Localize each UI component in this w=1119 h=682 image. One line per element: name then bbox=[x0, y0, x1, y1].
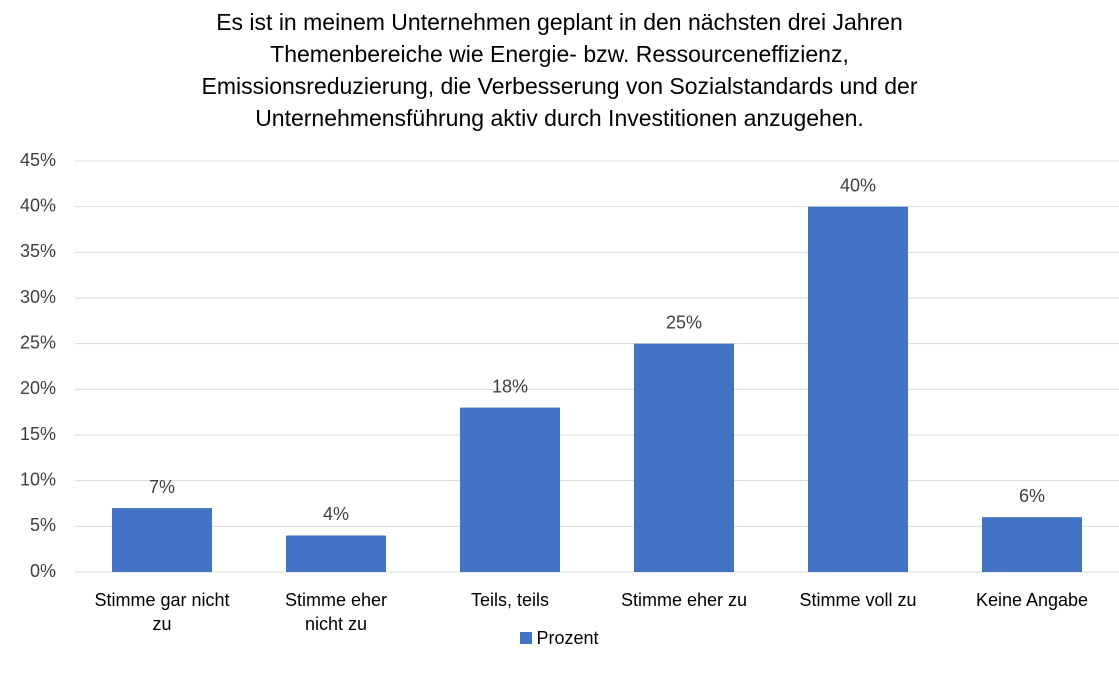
data-label: 7% bbox=[149, 477, 175, 497]
x-tick-label: Stimme voll zu bbox=[799, 590, 917, 610]
y-tick-label: 40% bbox=[20, 195, 56, 215]
y-tick-label: 35% bbox=[20, 241, 56, 261]
legend-swatch bbox=[520, 632, 533, 644]
bar bbox=[982, 517, 1082, 572]
x-tick-label: Stimme eher zu bbox=[620, 590, 748, 610]
y-tick-label: 0% bbox=[30, 561, 56, 581]
bar bbox=[112, 508, 212, 572]
x-tick-label: Teils, teils bbox=[470, 590, 550, 610]
chart-title: Es ist in meinem Unternehmen geplant in … bbox=[201, 9, 918, 131]
data-label: 4% bbox=[323, 504, 349, 524]
bar bbox=[286, 535, 386, 572]
y-tick-label: 10% bbox=[20, 469, 56, 489]
bar bbox=[634, 343, 734, 572]
data-label: 25% bbox=[666, 312, 702, 332]
y-tick-label: 5% bbox=[30, 515, 56, 535]
y-tick-label: 30% bbox=[20, 287, 56, 307]
x-tick-label: Stimme eher nicht zu bbox=[284, 590, 388, 634]
legend-label: Prozent bbox=[536, 628, 599, 648]
x-tick-label: Keine Angabe bbox=[975, 590, 1089, 610]
data-label: 18% bbox=[492, 376, 528, 396]
legend: Prozent bbox=[0, 628, 1119, 649]
x-tick-label: Stimme gar nicht zu bbox=[94, 590, 230, 634]
y-tick-label: 25% bbox=[20, 332, 56, 352]
bar bbox=[460, 407, 560, 572]
data-label: 6% bbox=[1019, 486, 1045, 506]
y-tick-label: 15% bbox=[20, 424, 56, 444]
y-tick-label: 45% bbox=[20, 150, 56, 170]
data-label: 40% bbox=[840, 175, 876, 195]
bar bbox=[808, 206, 908, 572]
y-tick-label: 20% bbox=[20, 378, 56, 398]
